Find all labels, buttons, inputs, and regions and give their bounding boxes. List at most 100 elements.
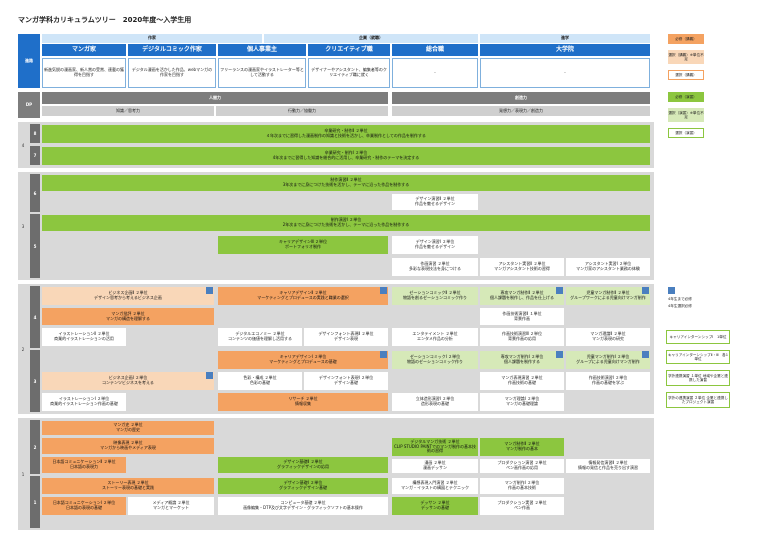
course-computer-basics: コンピュータ基礎 ２単位 画像編集・DTP及び文字デザイン・グラフィックソフトの…	[218, 497, 388, 515]
side-external-1: 学外連携演習 １単位 地域や企業と連携した演習	[666, 370, 730, 386]
legend-elective-exercise: 選択（演習）	[668, 128, 704, 138]
legend-elective-exercise-short: 選択（演習）※単位不足	[668, 108, 704, 122]
course-desc: エンタメ作品の分析	[417, 336, 453, 341]
course-manga-production-1: マンガ制作Ⅰ ２単位 作画の基本技術	[480, 478, 564, 494]
marker-square	[556, 287, 563, 294]
course-drawing-tech-2: 作画技術演習Ⅱ １単位 背景作画	[480, 308, 564, 325]
course-career-2: キャリアデザインⅡ ２単位 マーケティングとプロデュースの実践と職業の選択	[218, 287, 388, 305]
course-desc: 作品を魅せるデザイン	[415, 201, 455, 206]
page-title: マンガ学科カリキュラムツリー 2020年度～入学生用	[18, 16, 192, 24]
course-research: リサーチ ２単位 情報収集	[218, 393, 388, 411]
course-name: ビジネス企画Ⅱ ２単位	[108, 290, 148, 296]
course-desc: 多彩な表現技法を身につける	[409, 266, 461, 271]
career-col-manga: マンガ家	[42, 44, 126, 56]
course-graduation-2: 卒業研究・制作Ⅱ ２単位 ４年次までに習得した漫画制作の知識と技術を活かし、卒業…	[42, 125, 650, 143]
year-band-2	[18, 284, 654, 414]
career-col-creative: クリエイティブ職	[308, 44, 390, 56]
course-desc: マンガの基礎理論	[506, 401, 538, 406]
semester-label-7: 7	[30, 146, 40, 165]
course-name: 児童マンガ制作Ⅱ ２単位	[586, 290, 630, 296]
legend-note-elective: 4年生選択必修	[668, 303, 692, 308]
course-desc: デザイン表現	[334, 336, 358, 341]
course-session-comic-1: ゼーションコミックⅠ ２単位 物語のゼーションコミック作り	[392, 351, 478, 369]
course-desc: マーケティングとプロデュースの基礎	[269, 359, 337, 364]
course-3d-modeling: 立体造形演習Ⅰ ２単位 造形表現の基礎	[392, 393, 478, 411]
course-name: コンピュータ基礎 ２単位	[280, 500, 326, 506]
course-desc: 漫画デッサン	[423, 465, 447, 470]
career-desc-digital: デジタル漫画を活かした作品、webマンガの作家を目指す	[128, 58, 216, 88]
course-production-practice: プロダクション実習 ２単位 ペン作画	[480, 497, 564, 515]
dp-expression: 発想力／表現力／創造力	[392, 106, 650, 116]
course-kids-manga-2: 児童マンガ制作Ⅱ ２単位 グループワークによる児童向けマンガ制作	[566, 287, 650, 305]
course-name: 作画技術演習Ⅱ １単位	[502, 310, 542, 316]
semester-label-1: 1	[30, 476, 40, 528]
marker-square	[380, 287, 387, 294]
course-desc: 造形表現の基礎	[421, 401, 449, 406]
semester-label-8: 8	[30, 124, 40, 143]
legend-required-lecture: 必修（講義）	[668, 34, 704, 44]
course-desc: 日本語の表現力	[70, 464, 98, 469]
course-desc: 2年次までに身につけた技術を活かし、テーマに沿った作品を制作する	[282, 222, 410, 227]
career-col-digital: デジタルコミック作家	[128, 44, 216, 56]
course-desc: グループワークによる児童向けマンガ制作	[570, 295, 646, 300]
course-desc: マンガ制作の基本	[506, 446, 538, 451]
course-manga-production-2: マンガ制作Ⅱ ２単位 マンガ制作の基本	[480, 438, 564, 456]
semester-label-6: 6	[30, 174, 40, 212]
dp-label: DP	[18, 92, 40, 118]
career-desc-creative: デザイナーやアシスタント、編集者等のクリエイティブ職に就く	[308, 58, 390, 88]
course-name: キャリアデザインⅡ ２単位	[279, 290, 327, 296]
career-col-general: 総合職	[392, 44, 478, 56]
course-manga-expression: マンガ表現演習 ２単位 作画技術の基礎	[480, 372, 564, 390]
course-desc: 作画の基礎を学ぶ	[592, 380, 624, 385]
career-col-grad: 大学院	[480, 44, 650, 56]
header-left-label: 作家	[42, 34, 262, 43]
course-name: 日本語コミュニケーションⅡ ２単位	[52, 459, 116, 465]
course-assistant-1: アシスタント実習Ⅰ ２単位 マンガ家のアシスタント業務の体験	[566, 258, 650, 276]
course-desc: 商業的イラストレーション作画の基礎	[50, 401, 118, 406]
career-desc-general: -	[392, 58, 478, 88]
course-desc: 個人課題を制作し、作品を仕上げる	[490, 295, 554, 300]
course-desc: マンガアシスタント技術の習得	[494, 266, 550, 271]
year-label-2: 2	[21, 346, 25, 352]
course-major-manga-1: 専攻マンガ制作Ⅰ ２単位 個人課題を制作する	[480, 351, 564, 369]
course-session-comic-2: ゼーションコミックⅡ ２単位 物語を創るゼーションコミック作り	[392, 287, 478, 305]
course-desc: ペン画作画の応用	[506, 465, 538, 470]
course-desc: マーケティングとプロデュースの実践と職業の選択	[257, 295, 349, 300]
course-name: マンガ理論Ⅰ ２単位	[504, 396, 540, 402]
course-name: デジタルマンガ技術 ２単位	[410, 439, 460, 445]
course-desc: 画像編集・DTP及び文字デザイン・グラフィックソフトの基本操作	[243, 505, 363, 510]
course-name: ゼーションコミックⅠ ２単位	[409, 354, 461, 360]
course-desc: 作画の基本技術	[508, 485, 536, 490]
marker-square	[642, 351, 649, 358]
career-col-freelance: 個人事業主	[218, 44, 306, 56]
course-assistant-2: アシスタント実習Ⅱ ２単位 マンガアシスタント技術の習得	[480, 258, 564, 276]
course-name: 漫画 ２単位	[424, 460, 446, 466]
legend-elective-lecture: 選択（講義）	[668, 70, 704, 80]
side-internship-1: キャリアインターンシップⅠ 1単位	[666, 330, 730, 344]
semester-label-2: 2	[30, 420, 40, 474]
course-business-1: ビジネス企画Ⅰ ２単位 コンテンツビジネスを考える	[42, 372, 214, 390]
course-color-composition: 色彩・構成 ２単位 色彩の基礎	[218, 372, 302, 390]
course-design-2: デザイン演習Ⅱ ２単位 作品を魅せるデザイン	[392, 194, 478, 210]
marker-square	[206, 372, 213, 379]
course-desc: ポートフォリオ制作	[285, 244, 321, 249]
course-name: マンガ制作Ⅱ ２単位	[504, 441, 540, 447]
course-desc: 4年次までに習得した知識を総合的に活用し、卒業研究・制作のテーマを決定する	[272, 155, 420, 160]
course-name: 立体造形演習Ⅰ ２単位	[415, 396, 455, 402]
course-desc: マンガ表現の研究	[592, 336, 624, 341]
year-label-1: 1	[21, 471, 25, 477]
course-name: マンガ制作Ⅰ ２単位	[504, 480, 540, 486]
course-name: アシスタント実習Ⅱ ２単位	[498, 261, 546, 267]
course-desc: グループによる児童向けマンガ制作	[576, 359, 640, 364]
course-name: 制作演習Ⅰ ２単位	[330, 217, 362, 223]
dp-human-power: 人間力	[42, 92, 388, 104]
year-label-3: 3	[21, 223, 25, 229]
course-name: デザインフォント表現Ⅰ ２単位	[318, 375, 374, 381]
course-desc: 情報収集	[295, 401, 311, 406]
course-desc: 商業的イラストレーションの活用	[54, 336, 114, 341]
marker-square	[642, 287, 649, 294]
career-desc-freelance: フリーランスの漫画家やイラストレーター等として活動する	[218, 58, 306, 88]
semester-label-4: 4	[30, 286, 40, 348]
course-desc: 作品を魅せるデザイン	[415, 244, 455, 249]
course-desc: コンテンツビジネスを考える	[102, 380, 154, 385]
